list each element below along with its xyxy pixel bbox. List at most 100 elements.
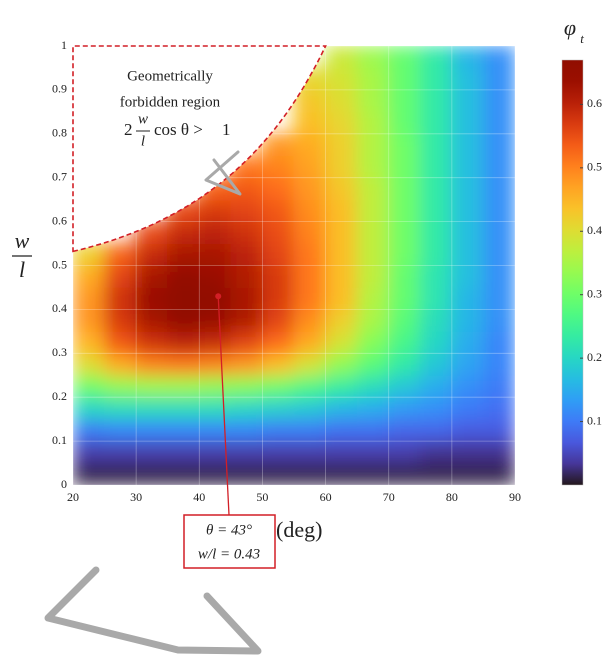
y-tick-label: 0.6 xyxy=(52,213,67,227)
heat-cell xyxy=(325,419,358,442)
heat-cell xyxy=(294,353,327,376)
heat-cell xyxy=(357,133,390,156)
heat-cell xyxy=(199,199,232,222)
linkage-illustration xyxy=(48,570,258,651)
heat-cell xyxy=(104,331,137,354)
heat-cell xyxy=(451,441,484,464)
region-label: Geometrically xyxy=(127,68,213,84)
heat-cell xyxy=(388,177,421,200)
heat-cell xyxy=(483,397,516,420)
heat-cell xyxy=(325,353,358,376)
heat-cell xyxy=(420,375,453,398)
heat-cell xyxy=(167,265,200,288)
heat-cell xyxy=(483,265,516,288)
formula-num: w xyxy=(138,111,148,127)
heat-cell xyxy=(357,397,390,420)
heat-cell xyxy=(325,331,358,354)
heat-cell xyxy=(420,463,453,486)
heat-cell xyxy=(262,155,295,178)
heat-cell xyxy=(388,375,421,398)
heat-cell xyxy=(483,67,516,90)
heat-cell xyxy=(167,309,200,332)
heat-cell xyxy=(230,463,263,486)
formula-den: l xyxy=(141,133,145,149)
y-tick-label: 0.3 xyxy=(52,345,67,359)
heat-cell xyxy=(294,177,327,200)
heat-cell xyxy=(420,133,453,156)
heat-cell xyxy=(136,265,169,288)
heat-cell xyxy=(294,309,327,332)
heat-cell xyxy=(294,375,327,398)
heat-cell xyxy=(136,441,169,464)
heat-cell xyxy=(73,463,106,486)
heat-cell xyxy=(483,441,516,464)
heat-cell xyxy=(230,199,263,222)
heat-cell xyxy=(294,397,327,420)
heat-cell xyxy=(483,463,516,486)
heat-cell xyxy=(230,221,263,244)
heat-cell xyxy=(420,155,453,178)
colorbar-tick-label: 0.1 xyxy=(587,413,602,427)
heat-cell xyxy=(325,243,358,266)
heat-cell xyxy=(483,243,516,266)
heat-cell xyxy=(262,199,295,222)
heat-cell xyxy=(262,221,295,244)
heat-cell xyxy=(451,397,484,420)
formula-rhs: 1 xyxy=(222,120,231,139)
heat-cell xyxy=(136,287,169,310)
colorbar-symbol: φ xyxy=(564,15,576,40)
heat-cell xyxy=(483,177,516,200)
colorbar-sub: t xyxy=(580,31,584,46)
heat-cell xyxy=(167,353,200,376)
heat-cell xyxy=(357,331,390,354)
heat-cell xyxy=(199,419,232,442)
heat-cell xyxy=(262,419,295,442)
heat-cell xyxy=(357,441,390,464)
heat-cell xyxy=(199,287,232,310)
heat-cell xyxy=(104,287,137,310)
heat-cell xyxy=(73,331,106,354)
heat-cell xyxy=(451,265,484,288)
heat-cell xyxy=(451,177,484,200)
optimum-point xyxy=(215,293,221,299)
heat-cell xyxy=(230,309,263,332)
heat-cell xyxy=(104,265,137,288)
heat-cell xyxy=(73,397,106,420)
heat-cell xyxy=(357,89,390,112)
heat-cell xyxy=(262,177,295,200)
heat-cell xyxy=(420,309,453,332)
heat-cell xyxy=(136,397,169,420)
heat-cell xyxy=(73,441,106,464)
heat-cell xyxy=(388,199,421,222)
heat-cell xyxy=(451,463,484,486)
heat-cell xyxy=(388,419,421,442)
heat-cell xyxy=(388,331,421,354)
heat-cell xyxy=(388,243,421,266)
chart: w l θ(deg) φ t Geometrically forbidden r… xyxy=(0,0,603,662)
heat-cell xyxy=(325,287,358,310)
heat-cell xyxy=(294,419,327,442)
heat-cell xyxy=(325,397,358,420)
heat-cell xyxy=(325,133,358,156)
y-tick-label: 0.9 xyxy=(52,82,67,96)
heat-cell xyxy=(357,177,390,200)
heat-cell xyxy=(104,375,137,398)
heat-cell xyxy=(73,309,106,332)
heat-cell xyxy=(294,243,327,266)
y-tick-label: 0.2 xyxy=(52,389,67,403)
colorbar-tick-label: 0.2 xyxy=(587,350,602,364)
heat-cell xyxy=(262,353,295,376)
heat-cell xyxy=(325,375,358,398)
heat-cell xyxy=(294,199,327,222)
heat-cell xyxy=(199,221,232,244)
heat-cell xyxy=(483,89,516,112)
heat-cell xyxy=(262,463,295,486)
heat-cell xyxy=(325,463,358,486)
heat-cell xyxy=(167,419,200,442)
heat-cell xyxy=(420,111,453,134)
heat-cell xyxy=(388,221,421,244)
colorbar-tick-label: 0.6 xyxy=(587,96,602,110)
heat-cell xyxy=(483,287,516,310)
heat-cell xyxy=(451,243,484,266)
heat-cell xyxy=(230,441,263,464)
